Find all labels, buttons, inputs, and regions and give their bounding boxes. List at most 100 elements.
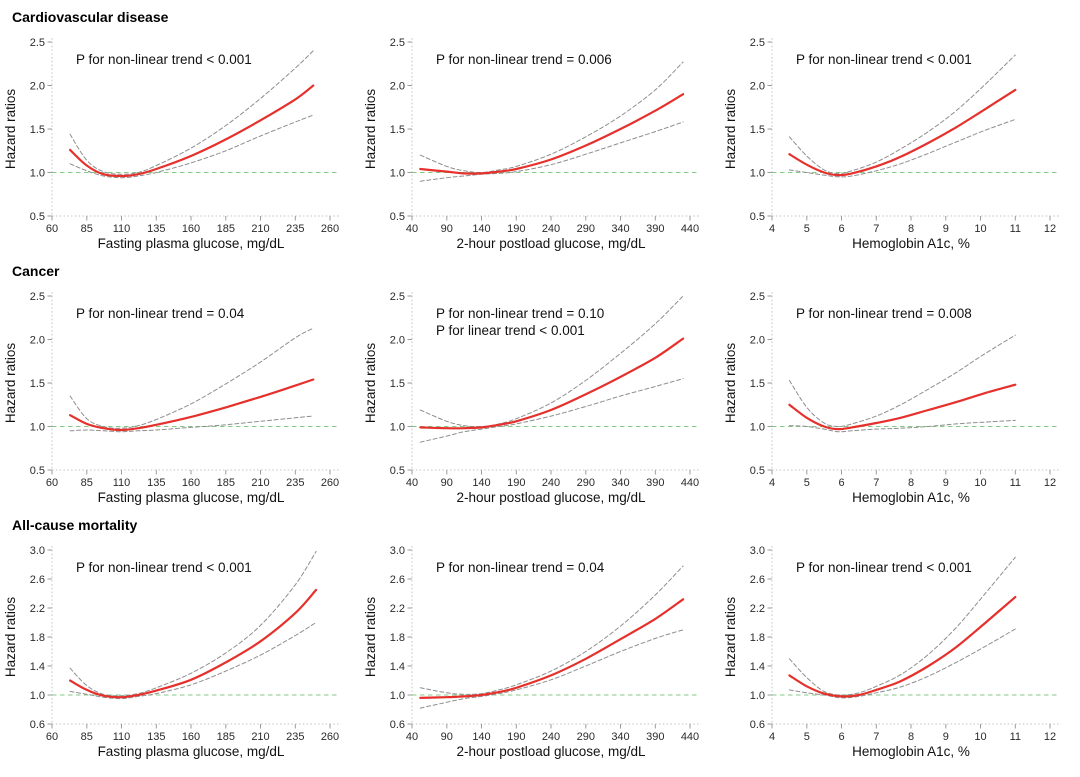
hazard-ratio-plot: 0.5 1.0 1.5 2.0 2.5 4 5 6 7 8 9 10 11 12 P for non-lin… bbox=[723, 291, 1060, 505]
y-tick-label: 2.6 bbox=[390, 574, 405, 586]
x-tick-label: 5 bbox=[804, 731, 810, 743]
hazard-ratio-curve bbox=[788, 383, 1017, 431]
x-tick-label: 260 bbox=[321, 477, 339, 489]
y-tick-label: 1.0 bbox=[30, 168, 45, 180]
confidence-interval-curve bbox=[419, 295, 684, 428]
hazard-ratio-curve bbox=[419, 93, 685, 175]
p-value-annotation: P for non-linear trend = 0.10 bbox=[436, 306, 604, 321]
x-tick-label: 390 bbox=[646, 223, 664, 235]
confidence-interval-curve bbox=[69, 415, 314, 433]
y-tick-label: 2.2 bbox=[30, 603, 45, 615]
x-tick-label: 190 bbox=[507, 223, 525, 235]
confidence-interval-curve bbox=[69, 550, 317, 697]
x-tick-label: 110 bbox=[113, 477, 131, 489]
x-tick-label: 235 bbox=[286, 731, 304, 743]
y-tick-label: 1.4 bbox=[750, 661, 765, 673]
y-tick-label: 2.5 bbox=[390, 291, 405, 303]
y-axis-title: Hazard ratios bbox=[3, 89, 18, 170]
x-tick-label: 4 bbox=[769, 731, 775, 743]
y-axis-title: Hazard ratios bbox=[3, 343, 18, 424]
p-value-annotation: P for non-linear trend < 0.001 bbox=[796, 52, 972, 67]
x-tick-label: 135 bbox=[147, 731, 165, 743]
y-axis-title: Hazard ratios bbox=[723, 343, 738, 424]
p-value-annotation: P for non-linear trend = 0.008 bbox=[796, 306, 972, 321]
x-tick-label: 390 bbox=[646, 477, 664, 489]
x-tick-label: 8 bbox=[908, 731, 914, 743]
y-tick-label: 1.5 bbox=[390, 124, 405, 136]
x-tick-label: 9 bbox=[943, 731, 949, 743]
x-tick-label: 340 bbox=[611, 477, 629, 489]
hazard-ratio-plot: 0.5 1.0 1.5 2.0 2.5 4 5 6 7 8 9 10 11 12 P for non-lin… bbox=[723, 37, 1060, 251]
confidence-interval-curve bbox=[788, 334, 1016, 428]
y-tick-label: 2.5 bbox=[750, 291, 765, 303]
p-value-annotation: P for non-linear trend = 0.04 bbox=[76, 306, 245, 321]
x-tick-label: 140 bbox=[472, 477, 490, 489]
x-tick-label: 210 bbox=[251, 477, 269, 489]
x-tick-label: 60 bbox=[46, 477, 58, 489]
hazard-ratio-plot: 0.6 1.0 1.4 1.8 2.2 2.6 3.0 40 90 140 190 240 290 340… bbox=[363, 545, 700, 759]
x-tick-label: 5 bbox=[804, 477, 810, 489]
x-tick-label: 9 bbox=[943, 477, 949, 489]
x-tick-label: 390 bbox=[646, 731, 664, 743]
x-tick-label: 160 bbox=[182, 731, 200, 743]
p-value-annotation: P for non-linear trend < 0.001 bbox=[76, 52, 252, 67]
x-tick-label: 340 bbox=[611, 223, 629, 235]
y-axis-title: Hazard ratios bbox=[723, 89, 738, 170]
y-tick-label: 2.6 bbox=[750, 574, 765, 586]
x-tick-label: 10 bbox=[974, 731, 986, 743]
x-tick-label: 60 bbox=[46, 731, 58, 743]
y-tick-label: 3.0 bbox=[30, 545, 45, 557]
y-tick-label: 0.6 bbox=[390, 719, 405, 731]
x-tick-label: 12 bbox=[1044, 731, 1056, 743]
x-tick-label: 290 bbox=[577, 731, 595, 743]
confidence-interval-curve bbox=[788, 54, 1016, 174]
y-axis-title: Hazard ratios bbox=[363, 343, 378, 424]
x-tick-label: 4 bbox=[769, 223, 775, 235]
confidence-interval-curve bbox=[69, 622, 317, 700]
x-tick-label: 235 bbox=[286, 477, 304, 489]
x-tick-label: 440 bbox=[681, 477, 699, 489]
y-tick-label: 2.0 bbox=[30, 335, 45, 347]
row-cancer: Cancer 0.5 1.0 1.5 2.0 2.5 60 85 110 135 160 185 21… bbox=[0, 260, 1080, 514]
x-tick-label: 40 bbox=[406, 731, 418, 743]
confidence-interval-curve bbox=[69, 50, 314, 175]
p-value-annotation: P for non-linear trend = 0.04 bbox=[436, 560, 605, 575]
x-tick-label: 110 bbox=[113, 223, 131, 235]
x-tick-label: 135 bbox=[147, 477, 165, 489]
y-axis-title: Hazard ratios bbox=[363, 89, 378, 170]
x-tick-label: 6 bbox=[838, 731, 844, 743]
confidence-interval-curve bbox=[788, 118, 1016, 178]
hazard-ratio-curve bbox=[788, 88, 1017, 177]
hazard-ratio-plot: 0.5 1.0 1.5 2.0 2.5 60 85 110 135 160 185 210 235 260… bbox=[3, 291, 340, 505]
x-tick-label: 290 bbox=[577, 477, 595, 489]
y-tick-label: 2.0 bbox=[390, 335, 405, 347]
y-tick-label: 0.5 bbox=[390, 211, 405, 223]
x-tick-label: 135 bbox=[147, 223, 165, 235]
confidence-interval-curve bbox=[788, 628, 1016, 699]
x-tick-label: 240 bbox=[542, 223, 560, 235]
charts-row-mortality: 0.6 1.0 1.4 1.8 2.2 2.6 3.0 60 85 110 135 160 185 210… bbox=[0, 536, 1080, 762]
x-axis-title: Fasting plasma glucose, mg/dL bbox=[98, 744, 285, 759]
hazard-ratio-curve bbox=[69, 84, 315, 178]
p-value-annotation: P for non-linear trend < 0.001 bbox=[76, 560, 252, 575]
chart-cancer-fasting-glucose: 0.5 1.0 1.5 2.0 2.5 60 85 110 135 160 185 210 235 260… bbox=[0, 282, 360, 508]
y-tick-label: 0.5 bbox=[390, 465, 405, 477]
chart-cvd-fasting-glucose: 0.5 1.0 1.5 2.0 2.5 60 85 110 135 160 185 210 235 260… bbox=[0, 28, 360, 254]
y-tick-label: 1.5 bbox=[750, 378, 765, 390]
x-tick-label: 260 bbox=[321, 223, 339, 235]
x-tick-label: 110 bbox=[113, 731, 131, 743]
y-tick-label: 1.0 bbox=[750, 422, 765, 434]
x-tick-label: 90 bbox=[441, 731, 453, 743]
x-tick-label: 185 bbox=[217, 223, 235, 235]
x-tick-label: 9 bbox=[943, 223, 949, 235]
y-tick-label: 3.0 bbox=[390, 545, 405, 557]
y-tick-label: 1.0 bbox=[30, 422, 45, 434]
y-tick-label: 1.8 bbox=[390, 632, 405, 644]
y-tick-label: 1.8 bbox=[750, 632, 765, 644]
y-tick-label: 0.5 bbox=[30, 465, 45, 477]
chart-cancer-2h-glucose: 0.5 1.0 1.5 2.0 2.5 40 90 140 190 240 290 340 390 440… bbox=[360, 282, 720, 508]
x-tick-label: 290 bbox=[577, 223, 595, 235]
y-tick-label: 1.5 bbox=[30, 124, 45, 136]
x-tick-label: 4 bbox=[769, 477, 775, 489]
